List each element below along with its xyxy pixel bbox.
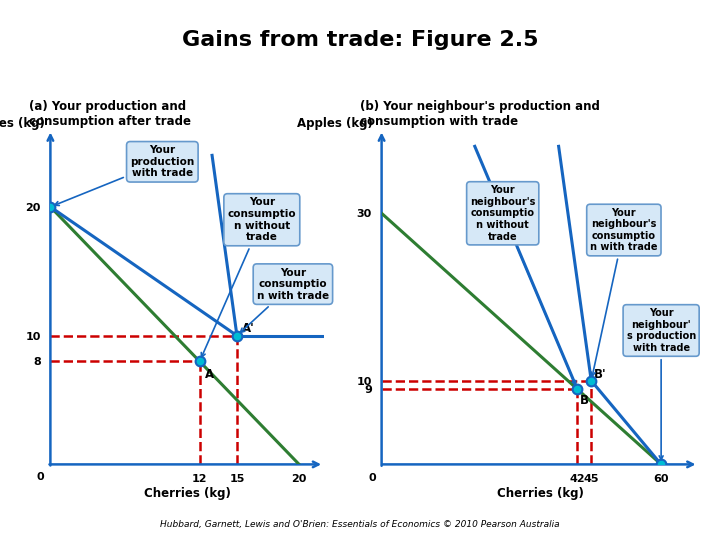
Text: A: A	[204, 368, 214, 381]
Text: Your
consumptio
n without
trade: Your consumptio n without trade	[202, 197, 296, 357]
Text: (a) Your production and
consumption after trade: (a) Your production and consumption afte…	[29, 100, 191, 128]
Text: Your
neighbour's
consumptio
n without
trade: Your neighbour's consumptio n without tr…	[470, 185, 576, 385]
Text: Your
neighbour's
consumptio
n with trade: Your neighbour's consumptio n with trade	[590, 208, 657, 376]
Text: Hubbard, Garnett, Lewis and O'Brien: Essentials of Economics © 2010 Pearson Aust: Hubbard, Garnett, Lewis and O'Brien: Ess…	[160, 520, 560, 529]
Text: B': B'	[593, 368, 606, 381]
Text: (b) Your neighbour's production and
consumption with trade: (b) Your neighbour's production and cons…	[360, 100, 600, 128]
Text: A': A'	[242, 322, 255, 335]
Text: Your
consumptio
n with trade: Your consumptio n with trade	[240, 267, 329, 333]
Text: 0: 0	[369, 473, 376, 483]
Text: Apples (kg): Apples (kg)	[297, 117, 373, 130]
Text: 0: 0	[37, 472, 44, 482]
X-axis label: Cherries (kg): Cherries (kg)	[144, 487, 230, 500]
Text: Apples (kg): Apples (kg)	[0, 117, 45, 130]
Text: Your
production
with trade: Your production with trade	[55, 145, 194, 206]
X-axis label: Cherries (kg): Cherries (kg)	[497, 487, 583, 500]
Text: Gains from trade: Figure 2.5: Gains from trade: Figure 2.5	[181, 30, 539, 51]
Text: B: B	[580, 394, 589, 407]
Text: Your
neighbour'
s production
with trade: Your neighbour' s production with trade	[626, 308, 696, 460]
